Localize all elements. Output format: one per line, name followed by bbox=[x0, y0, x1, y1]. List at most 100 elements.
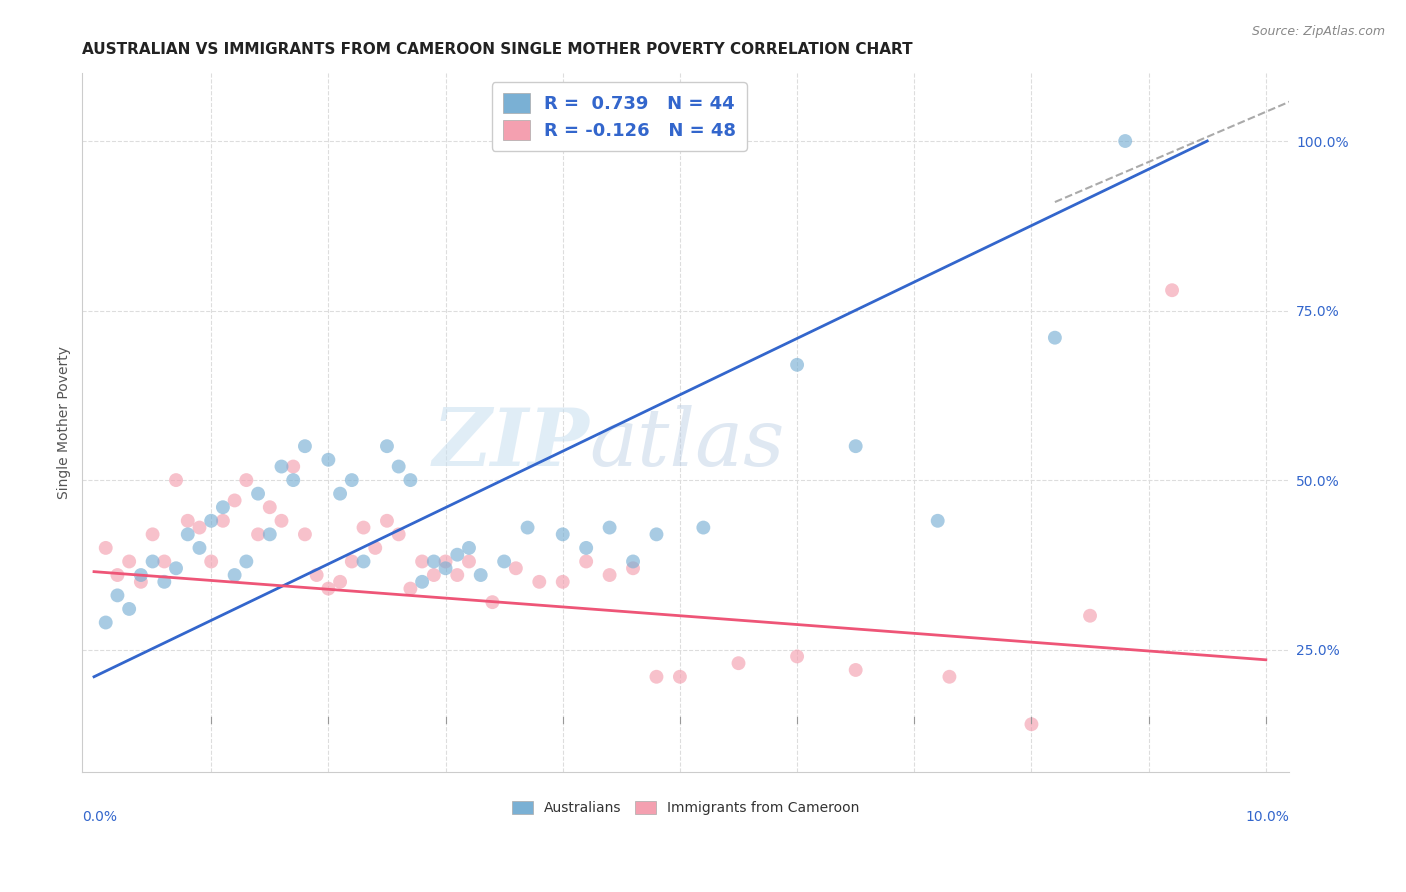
Point bbox=[551, 527, 574, 541]
Point bbox=[353, 554, 375, 568]
Text: Source: ZipAtlas.com: Source: ZipAtlas.com bbox=[1251, 25, 1385, 38]
Point bbox=[165, 473, 187, 487]
Point bbox=[294, 527, 316, 541]
Point bbox=[845, 663, 868, 677]
Point bbox=[423, 554, 446, 568]
Point bbox=[458, 554, 481, 568]
Text: atlas: atlas bbox=[589, 405, 785, 483]
Point bbox=[692, 520, 714, 534]
Point bbox=[399, 582, 422, 596]
Point bbox=[388, 459, 411, 474]
Text: ZIP: ZIP bbox=[432, 405, 589, 483]
Point bbox=[786, 649, 808, 664]
Point bbox=[529, 574, 551, 589]
Point bbox=[727, 656, 749, 670]
Point bbox=[423, 568, 446, 582]
Point bbox=[516, 520, 538, 534]
Point bbox=[1078, 608, 1101, 623]
Point bbox=[340, 554, 363, 568]
Point bbox=[107, 588, 129, 602]
Text: 0.0%: 0.0% bbox=[83, 810, 117, 824]
Point bbox=[375, 439, 398, 453]
Point bbox=[938, 670, 960, 684]
Point bbox=[247, 527, 270, 541]
Point bbox=[247, 486, 270, 500]
Point bbox=[235, 473, 257, 487]
Point bbox=[575, 554, 598, 568]
Point bbox=[188, 520, 211, 534]
Point bbox=[329, 574, 352, 589]
Point bbox=[212, 500, 235, 515]
Point bbox=[845, 439, 868, 453]
Point bbox=[388, 527, 411, 541]
Point bbox=[621, 561, 644, 575]
Point bbox=[283, 473, 305, 487]
Point bbox=[340, 473, 363, 487]
Text: AUSTRALIAN VS IMMIGRANTS FROM CAMEROON SINGLE MOTHER POVERTY CORRELATION CHART: AUSTRALIAN VS IMMIGRANTS FROM CAMEROON S… bbox=[83, 42, 912, 57]
Point bbox=[270, 514, 292, 528]
Point bbox=[399, 473, 422, 487]
Point bbox=[224, 568, 246, 582]
Point bbox=[283, 459, 305, 474]
Point bbox=[177, 514, 200, 528]
Point bbox=[259, 500, 281, 515]
Point bbox=[1114, 134, 1136, 148]
Point bbox=[118, 602, 141, 616]
Point bbox=[375, 514, 398, 528]
Point bbox=[107, 568, 129, 582]
Point bbox=[318, 452, 340, 467]
Point bbox=[364, 541, 387, 555]
Point bbox=[224, 493, 246, 508]
Point bbox=[294, 439, 316, 453]
Point bbox=[446, 548, 468, 562]
Point bbox=[129, 574, 152, 589]
Point bbox=[505, 561, 527, 575]
Point bbox=[645, 670, 668, 684]
Point bbox=[458, 541, 481, 555]
Point bbox=[1021, 717, 1043, 731]
Point bbox=[142, 554, 165, 568]
Point bbox=[142, 527, 165, 541]
Point bbox=[318, 582, 340, 596]
Point bbox=[118, 554, 141, 568]
Point bbox=[259, 527, 281, 541]
Point bbox=[353, 520, 375, 534]
Point bbox=[270, 459, 292, 474]
Point bbox=[235, 554, 257, 568]
Point bbox=[551, 574, 574, 589]
Legend: Australians, Immigrants from Cameroon: Australians, Immigrants from Cameroon bbox=[506, 795, 865, 821]
Point bbox=[599, 520, 621, 534]
Point bbox=[481, 595, 503, 609]
Point bbox=[153, 574, 176, 589]
Point bbox=[669, 670, 692, 684]
Point bbox=[411, 554, 433, 568]
Point bbox=[305, 568, 328, 582]
Point bbox=[94, 541, 117, 555]
Point bbox=[153, 554, 176, 568]
Point bbox=[575, 541, 598, 555]
Point bbox=[177, 527, 200, 541]
Point bbox=[212, 514, 235, 528]
Point bbox=[129, 568, 152, 582]
Point bbox=[434, 554, 457, 568]
Point bbox=[200, 514, 222, 528]
Text: 10.0%: 10.0% bbox=[1246, 810, 1289, 824]
Point bbox=[446, 568, 468, 582]
Point bbox=[434, 561, 457, 575]
Point bbox=[94, 615, 117, 630]
Point bbox=[1043, 331, 1066, 345]
Point bbox=[188, 541, 211, 555]
Point bbox=[621, 554, 644, 568]
Point bbox=[927, 514, 949, 528]
Point bbox=[1161, 283, 1184, 297]
Point bbox=[494, 554, 516, 568]
Point bbox=[200, 554, 222, 568]
Point bbox=[411, 574, 433, 589]
Point bbox=[786, 358, 808, 372]
Point bbox=[470, 568, 492, 582]
Point bbox=[599, 568, 621, 582]
Y-axis label: Single Mother Poverty: Single Mother Poverty bbox=[58, 346, 72, 499]
Point bbox=[329, 486, 352, 500]
Point bbox=[645, 527, 668, 541]
Point bbox=[165, 561, 187, 575]
